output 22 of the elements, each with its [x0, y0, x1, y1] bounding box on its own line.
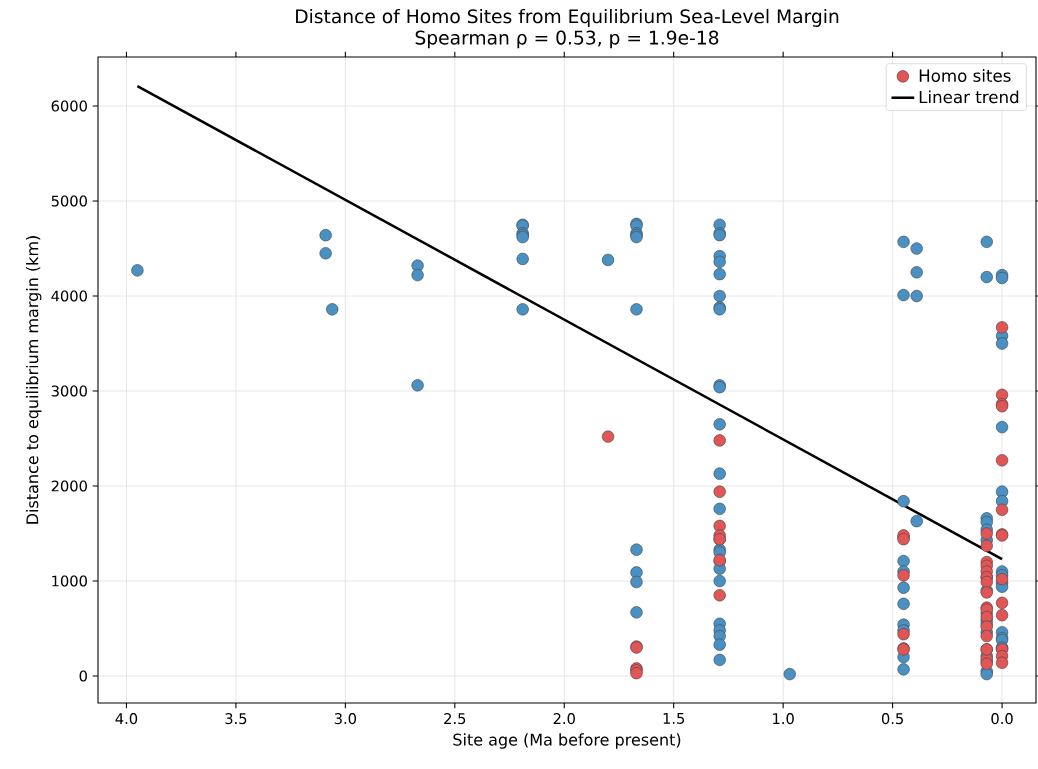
x-tick-label: 1.0 [773, 713, 794, 725]
y-tick-label: 3000 [51, 385, 87, 397]
x-tick-label: 2.0 [553, 713, 575, 725]
x-tick-label: 4.0 [115, 713, 138, 725]
y-axis-title: Distance to equilibrium margin (km) [25, 236, 42, 524]
x-axis-title: Site age (Ma before present) [453, 733, 681, 749]
y-tick-label: 2000 [51, 480, 87, 492]
y-tick-label: 6000 [51, 100, 87, 112]
chart-title: Distance of Homo Sites from Equilibrium Sea-Level Margin [296, 8, 839, 27]
y-tick-label: 4000 [51, 290, 87, 302]
legend-label: Homo sites [919, 69, 1011, 82]
y-tick-label: 5000 [51, 195, 87, 207]
chart-subtitle: Spearman ρ = 0.53, p = 1.9e-18 [415, 30, 719, 49]
x-tick-label: 3.5 [225, 713, 247, 725]
x-tick-label: 3.0 [334, 713, 357, 725]
x-tick-label: 0.0 [991, 713, 1013, 725]
x-tick-label: 1.5 [663, 713, 685, 724]
y-tick-label: 0 [79, 670, 87, 682]
x-tick-label: 0.5 [881, 713, 903, 725]
y-tick-label: 1000 [52, 575, 87, 587]
x-tick-label: 2.5 [444, 713, 466, 725]
legend-label: Linear trend [919, 90, 1019, 104]
